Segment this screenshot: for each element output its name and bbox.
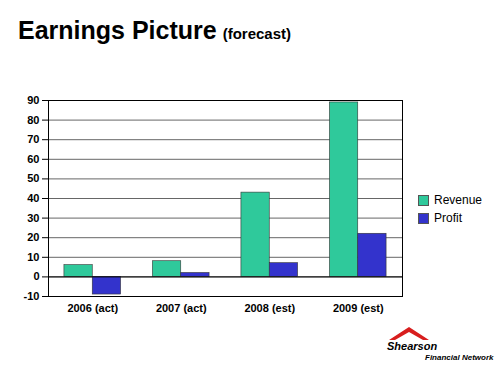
svg-text:80: 80 xyxy=(27,114,39,126)
svg-text:2006 (act): 2006 (act) xyxy=(67,302,118,314)
svg-text:-10: -10 xyxy=(24,290,40,302)
html-text:Financial Network: Financial Network xyxy=(425,353,494,362)
svg-text:2007 (act): 2007 (act) xyxy=(156,302,207,314)
svg-text:90: 90 xyxy=(27,94,39,106)
svg-text:40: 40 xyxy=(27,192,39,204)
svg-text:2009 (est): 2009 (est) xyxy=(333,302,384,314)
html-text:Earnings Picture (forecast): Earnings Picture (forecast) xyxy=(18,16,291,44)
html-text:Profit: Profit xyxy=(434,211,462,225)
svg-text:50: 50 xyxy=(27,172,39,184)
svg-text:0: 0 xyxy=(33,270,39,282)
svg-text:10: 10 xyxy=(27,251,39,263)
html-text:Revenue: Revenue xyxy=(434,193,482,207)
svg-text:60: 60 xyxy=(27,153,39,165)
svg-text:2008 (est): 2008 (est) xyxy=(244,302,295,314)
html-text:Shearson: Shearson xyxy=(387,340,438,352)
svg-text:20: 20 xyxy=(27,231,39,243)
svg-text:30: 30 xyxy=(27,212,39,224)
svg-text:70: 70 xyxy=(27,133,39,145)
